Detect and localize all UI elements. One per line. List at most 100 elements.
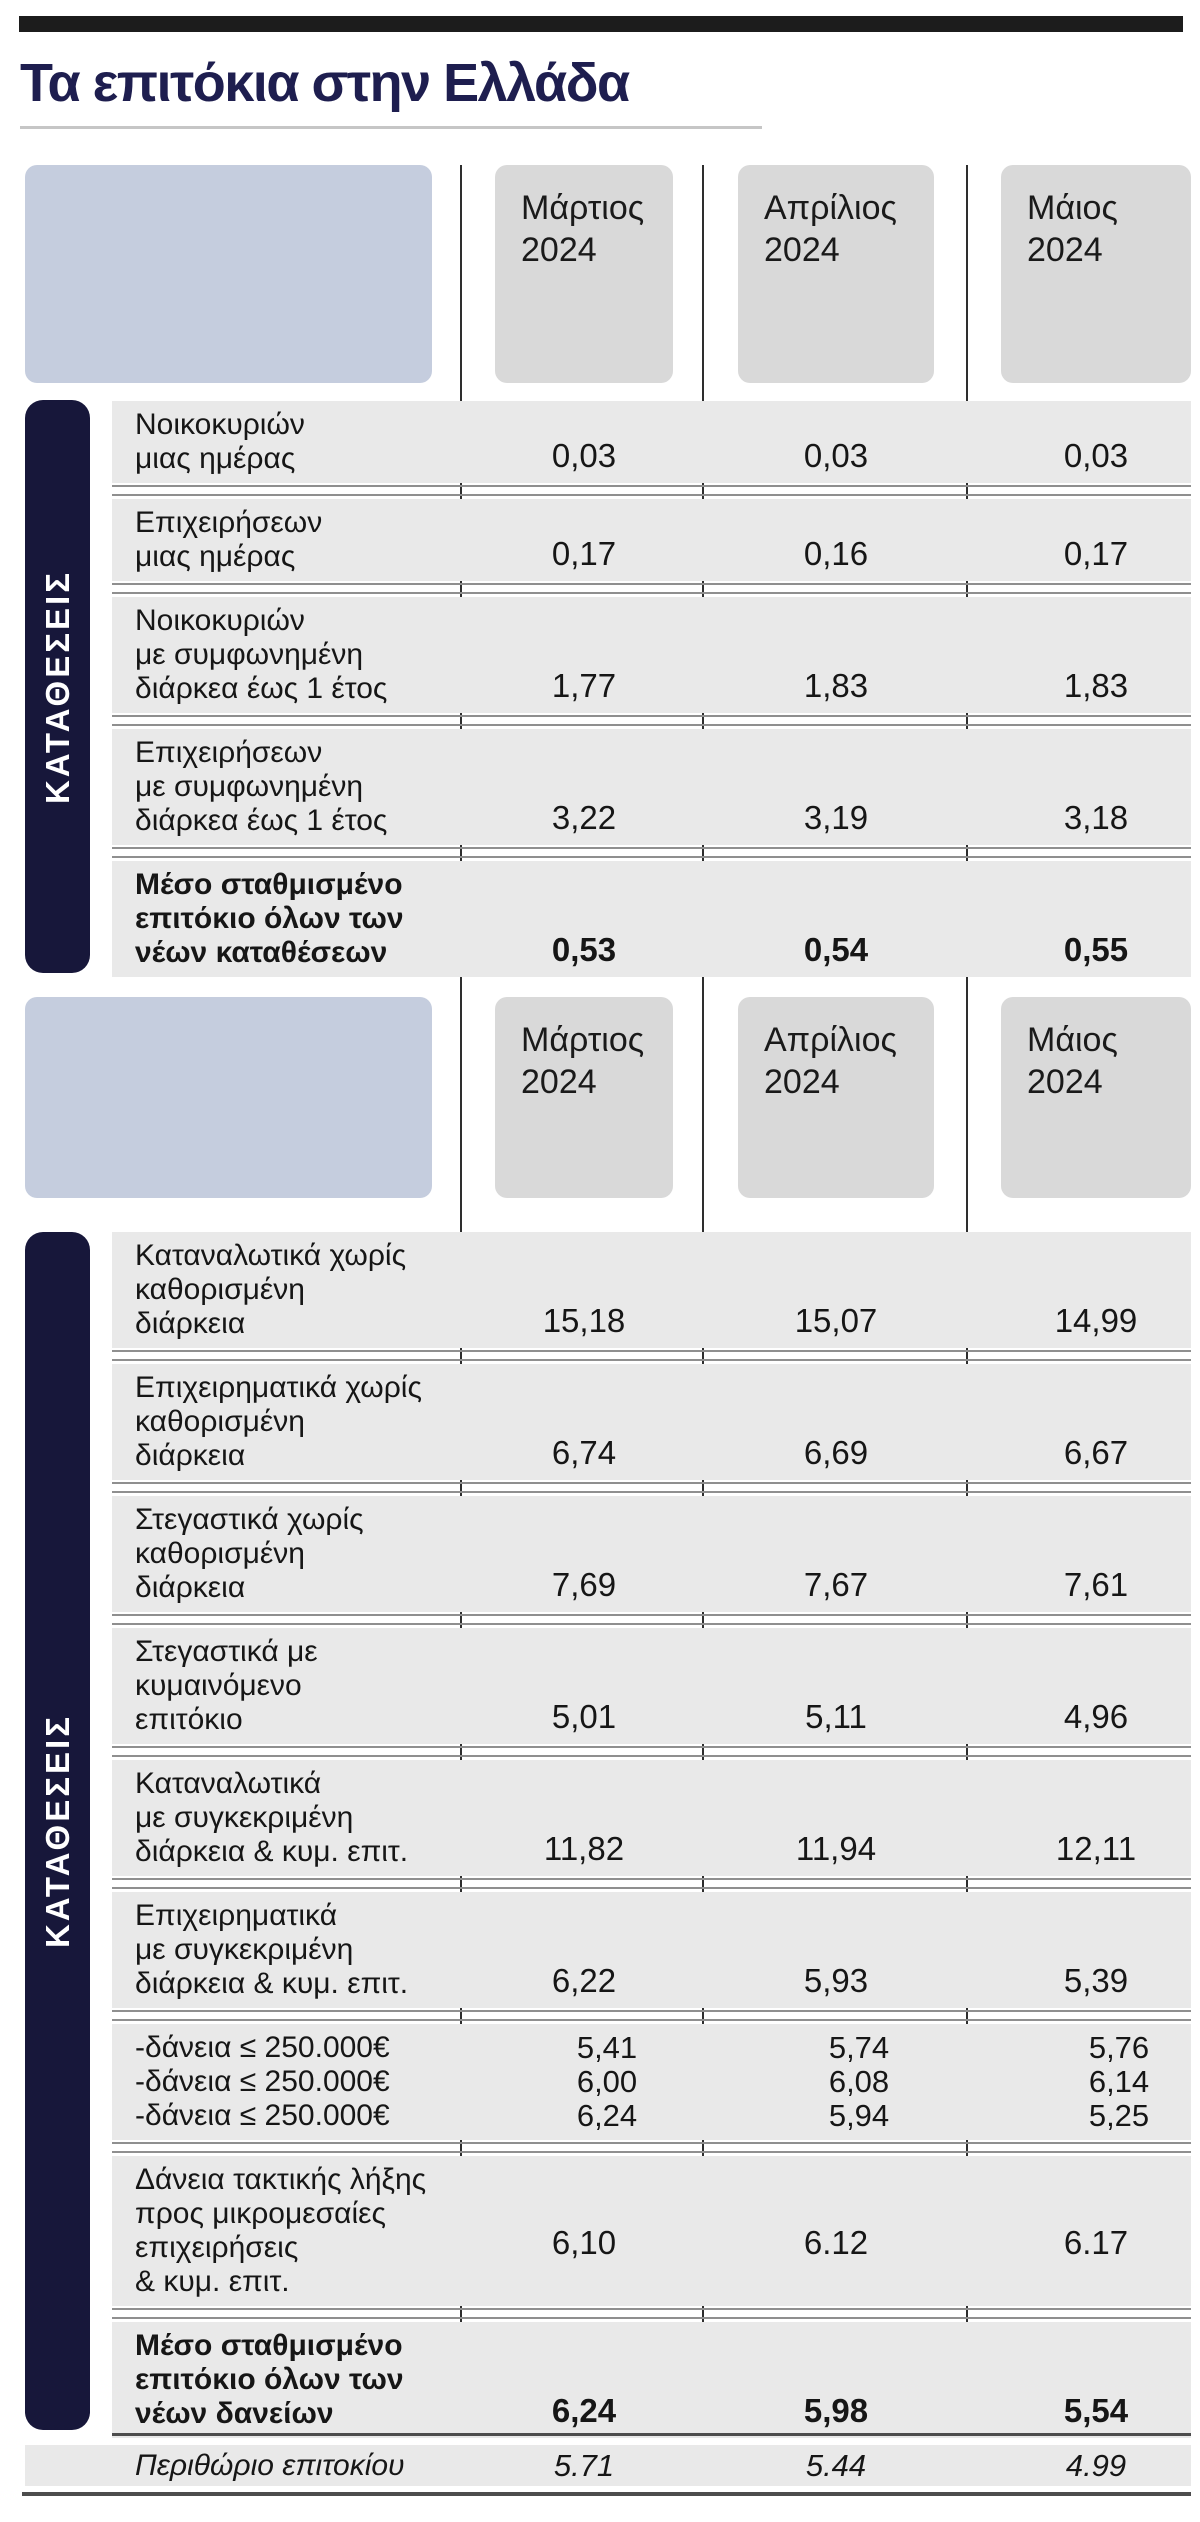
value-cell: 6,00 (576, 2064, 638, 2099)
value-cell: 5,25 (1088, 2098, 1150, 2133)
value-cell: 15,18 (542, 1302, 626, 1339)
value-cell: 11,82 (543, 1830, 625, 1867)
table-row: Επιχειρηματικά με συγκεκριμένη διάρκεια … (112, 1892, 1191, 2008)
value-cell: 15,07 (794, 1302, 878, 1339)
value-cell: 6,74 (551, 1434, 617, 1471)
value-cell: 3,22 (551, 799, 617, 836)
value-cell: 6,14 (1088, 2064, 1150, 2099)
row-label: Στεγαστικά με κυμαινόμενο επιτόκιο (135, 1635, 318, 1736)
value-cell: 6,10 (551, 2224, 617, 2261)
value-cell: 0,03 (551, 437, 617, 474)
column-header-march: Μάρτιος 2024 (495, 165, 673, 383)
row-label: Επιχειρήσεων μιας ημέρας (135, 506, 323, 573)
value-cell: 6,24 (551, 2392, 617, 2429)
value-cell: 6,67 (1063, 1434, 1129, 1471)
row-label: -δάνεια ≤ 250.000€ (135, 2099, 390, 2132)
row-separator (112, 1482, 1191, 1493)
value-cell: 14,99 (1054, 1302, 1138, 1339)
table-row: Στεγαστικά με κυμαινόμενο επιτόκιο 5,01 5,… (112, 1628, 1191, 1744)
corner-cell (25, 997, 432, 1198)
value-cell: 7,67 (803, 1566, 869, 1603)
row-separator (112, 1878, 1191, 1889)
table-row: Επιχειρήσεων μιας ημέρας 0,17 0,16 0,17 (112, 499, 1191, 581)
table-row: Καταναλωτικά χωρίς καθορισμένη διάρκεια 1… (112, 1232, 1191, 1348)
value-cell: 6,22 (551, 1962, 617, 1999)
margin-row: Περιθώριο επιτοκίου 5.71 5.44 4.99 (25, 2445, 1191, 2486)
row-separator (112, 1614, 1191, 1625)
value-cell: 0,17 (1063, 535, 1129, 572)
column-header-row-2: Μάρτιος 2024 Απρίλιος 2024 Μάιος 2024 (0, 997, 1200, 1198)
column-header-may: Μάιος 2024 (1001, 165, 1191, 383)
row-separator (112, 583, 1191, 594)
table-row: Μέσο σταθμισμένο επιτόκιο όλων των νέων … (112, 2322, 1191, 2438)
column-header-row-1: Μάρτιος 2024 Απρίλιος 2024 Μάιος 2024 (0, 165, 1200, 383)
value-cell: 1,83 (803, 667, 869, 704)
table-row: Μέσο σταθμισμένο επιτόκιο όλων των νέων … (112, 861, 1191, 977)
row-separator (112, 715, 1191, 726)
value-cell: 0,17 (551, 535, 617, 572)
section-side-bar-deposits: ΚΑΤΑΘΕΣΕΙΣ (25, 400, 90, 973)
column-header-april: Απρίλιος 2024 (738, 165, 934, 383)
row-separator (112, 485, 1191, 496)
row-label: -δάνεια ≤ 250.000€ (135, 2065, 390, 2098)
section-side-bar-loans: ΚΑΤΑΘΕΣΕΙΣ (25, 1232, 90, 2430)
row-label: Επιχειρήσεων με συμφωνημένη διάρκεα έως … (135, 736, 388, 837)
value-cell: 0,03 (803, 437, 869, 474)
row-separator (112, 1350, 1191, 1361)
row-label: Στεγαστικά χωρίς καθορισμένη διάρκεια (135, 1503, 364, 1604)
row-label: -δάνεια ≤ 250.000€ (135, 2031, 390, 2064)
row-label: Μέσο σταθμισμένο επιτόκιο όλων των νέων … (135, 2329, 404, 2430)
loans-table-body: Καταναλωτικά χωρίς καθορισμένη διάρκεια 1… (112, 1232, 1191, 2438)
table-row: Δάνεια τακτικής λήξης προς μικρομεσαίες … (112, 2156, 1191, 2306)
value-cell: 0,16 (803, 535, 869, 572)
row-separator (112, 2142, 1191, 2153)
row-label: Νοικοκυριών μιας ημέρας (135, 408, 305, 475)
value-cell: 0,03 (1063, 437, 1129, 474)
table-sub-row: -δάνεια ≤ 250.000€ 6,00 6,08 6,14 (135, 2065, 1191, 2099)
table-row: Στεγαστικά χωρίς καθορισμένη διάρκεια 7,6… (112, 1496, 1191, 1612)
table-sub-row: -δάνεια ≤ 250.000€ 5,41 5,74 5,76 (135, 2031, 1191, 2065)
row-separator (112, 2010, 1191, 2021)
value-cell: 5,76 (1088, 2030, 1150, 2065)
row-label: Δάνεια τακτικής λήξης προς μικρομεσαίες … (135, 2163, 427, 2298)
page-title: Τα επιτόκια στην Ελλάδα (20, 53, 630, 113)
column-header-may: Μάιος 2024 (1001, 997, 1191, 1198)
section-end-rule (112, 2433, 1191, 2436)
value-cell: 7,69 (551, 1566, 617, 1603)
table-row: Επιχειρήσεων με συμφωνημένη διάρκεα έως … (112, 729, 1191, 845)
top-rule (19, 16, 1183, 32)
value-cell: 1,83 (1063, 667, 1129, 704)
table-row: -δάνεια ≤ 250.000€ 5,41 5,74 5,76 -δάνεια ≤ … (112, 2024, 1191, 2140)
value-cell: 4,96 (1063, 1698, 1129, 1735)
value-cell: 6.17 (1063, 2224, 1129, 2261)
value-cell: 5,74 (828, 2030, 890, 2065)
bottom-rule (22, 2492, 1191, 2496)
deposits-table-body: Νοικοκυριών μιας ημέρας 0,03 0,03 0,03 Επιχε… (112, 401, 1191, 977)
row-label: Καταναλωτικά χωρίς καθορισμένη διάρκεια (135, 1239, 407, 1340)
value-cell: 5,39 (1063, 1962, 1129, 1999)
table-sub-row: -δάνεια ≤ 250.000€ 6,24 5,94 5,25 (135, 2099, 1191, 2133)
value-cell: 12,11 (1055, 1830, 1137, 1867)
value-cell: 5,54 (1063, 2392, 1129, 2429)
value-cell: 6,69 (803, 1434, 869, 1471)
margin-row-value: 5.44 (805, 2448, 867, 2483)
row-label: Νοικοκυριών με συμφωνημένη διάρκεα έως 1… (135, 604, 388, 705)
value-cell: 5,94 (828, 2098, 890, 2133)
value-cell: 5,01 (551, 1698, 617, 1735)
value-cell: 6,24 (576, 2098, 638, 2133)
value-cell: 7,61 (1063, 1566, 1129, 1603)
value-cell: 5,93 (803, 1962, 869, 1999)
title-underline (20, 126, 762, 129)
column-header-march: Μάρτιος 2024 (495, 997, 673, 1198)
row-label: Καταναλωτικά με συγκεκριμένη διάρκεια & … (135, 1767, 409, 1868)
row-label: Μέσο σταθμισμένο επιτόκιο όλων των νέων … (135, 868, 404, 969)
column-header-april: Απρίλιος 2024 (738, 997, 934, 1198)
row-separator (112, 1746, 1191, 1757)
row-separator (112, 847, 1191, 858)
value-cell: 5,98 (803, 2392, 869, 2429)
table-row: Καταναλωτικά με συγκεκριμένη διάρκεια & … (112, 1760, 1191, 1876)
margin-row-label: Περιθώριο επιτοκίου (135, 2449, 405, 2482)
value-cell: 1,77 (551, 667, 617, 704)
value-cell: 5,11 (805, 1698, 867, 1735)
